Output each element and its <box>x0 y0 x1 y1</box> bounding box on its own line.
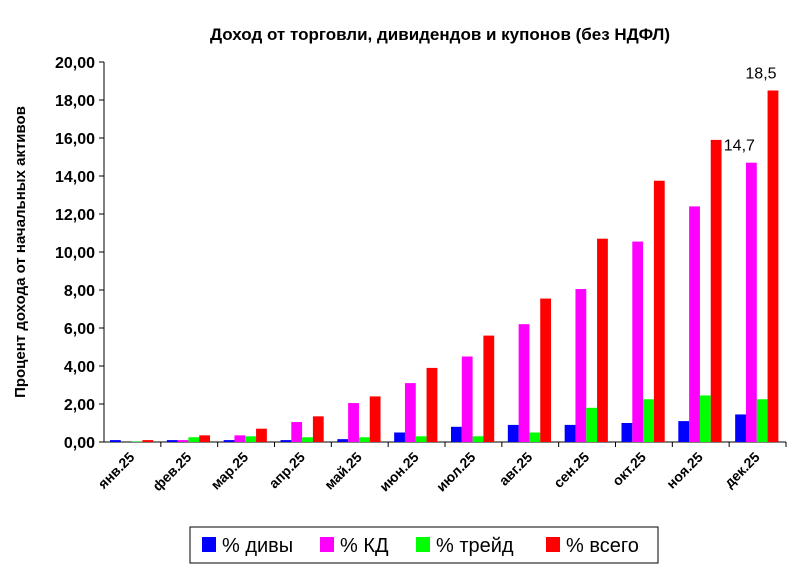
y-tick-label: 2,00 <box>64 397 95 414</box>
bar <box>710 139 722 442</box>
y-tick-label: 10,00 <box>55 245 95 262</box>
y-axis-label: Процент дохода от начальных активов <box>12 106 29 398</box>
y-tick-label: 8,00 <box>64 283 95 300</box>
bar <box>245 436 257 442</box>
bar <box>518 324 530 442</box>
bar <box>312 416 324 442</box>
legend-label: % трейд <box>436 535 514 557</box>
bar <box>358 437 370 442</box>
bar <box>256 428 267 442</box>
y-tick-label: 20,00 <box>55 55 95 72</box>
x-tick-label: сен.25 <box>550 449 592 491</box>
legend-swatch <box>320 537 334 552</box>
x-tick-label: ноя.25 <box>663 449 706 492</box>
bar <box>632 241 644 442</box>
bar <box>472 436 484 442</box>
data-label: 18,5 <box>745 66 776 83</box>
y-tick-label: 6,00 <box>64 321 95 338</box>
legend-label: % дивы <box>222 535 293 557</box>
plot-area: 0,00 2,00 4,00 6,00 8,00 10,00 12,00 14,00 16,00… <box>55 55 787 495</box>
bar <box>302 437 313 442</box>
x-tick-label: окт.25 <box>609 449 649 489</box>
y-tick-label: 4,00 <box>64 359 95 376</box>
bar <box>415 436 427 442</box>
bar <box>621 423 633 442</box>
legend-swatch <box>546 537 560 552</box>
bar <box>404 383 416 442</box>
bar <box>689 206 700 442</box>
bar <box>280 440 292 442</box>
legend: % дивы % КД % трейд % всего <box>202 535 639 557</box>
bar <box>223 440 235 442</box>
bar <box>678 421 690 442</box>
bar <box>575 289 587 442</box>
y-tick-label: 18,00 <box>55 93 95 110</box>
bar <box>348 403 359 442</box>
bar <box>507 424 519 442</box>
chart-title: Доход от торговли, дивидендов и купонов … <box>210 25 670 44</box>
bar <box>369 396 381 442</box>
bar <box>142 440 154 442</box>
bar <box>653 180 665 442</box>
bar <box>643 399 654 442</box>
bar <box>461 356 473 442</box>
x-tick-label: авг.25 <box>496 449 536 489</box>
bar <box>597 238 608 442</box>
bar <box>564 424 576 442</box>
x-tick-label: дек.25 <box>721 449 763 491</box>
bar <box>540 298 552 442</box>
y-tick-label: 0,00 <box>64 435 95 452</box>
bar <box>394 432 405 442</box>
bar <box>529 432 541 442</box>
bar <box>291 422 303 442</box>
bar <box>767 90 779 442</box>
data-label: 14,7 <box>724 138 755 155</box>
bar <box>699 395 711 442</box>
y-tick-label: 12,00 <box>55 207 95 224</box>
bar <box>756 399 768 442</box>
bar <box>483 335 495 442</box>
legend-swatch <box>202 537 216 552</box>
bar <box>745 162 757 442</box>
bar <box>177 440 189 442</box>
bar <box>586 407 598 442</box>
bar <box>110 440 121 442</box>
bar <box>337 439 349 442</box>
bar <box>188 437 200 442</box>
bar <box>735 414 746 442</box>
bar <box>199 435 211 442</box>
bar <box>426 367 438 442</box>
x-tick-label: апр.25 <box>265 449 308 492</box>
legend-label: % всего <box>566 535 639 557</box>
x-tick-label: мар.25 <box>207 449 251 493</box>
x-tick-label: янв.25 <box>95 449 138 492</box>
x-tick-label: июн.25 <box>376 449 422 495</box>
x-tick-label: июл.25 <box>433 449 479 495</box>
x-tick-label: фев.25 <box>149 449 194 494</box>
y-tick-label: 16,00 <box>55 131 95 148</box>
x-tick-label: май.25 <box>321 449 365 493</box>
legend-swatch <box>416 537 430 552</box>
bar <box>451 426 462 442</box>
y-tick-label: 14,00 <box>55 169 95 186</box>
legend-label: % КД <box>340 535 389 557</box>
bar <box>234 435 246 442</box>
bar <box>166 440 178 442</box>
